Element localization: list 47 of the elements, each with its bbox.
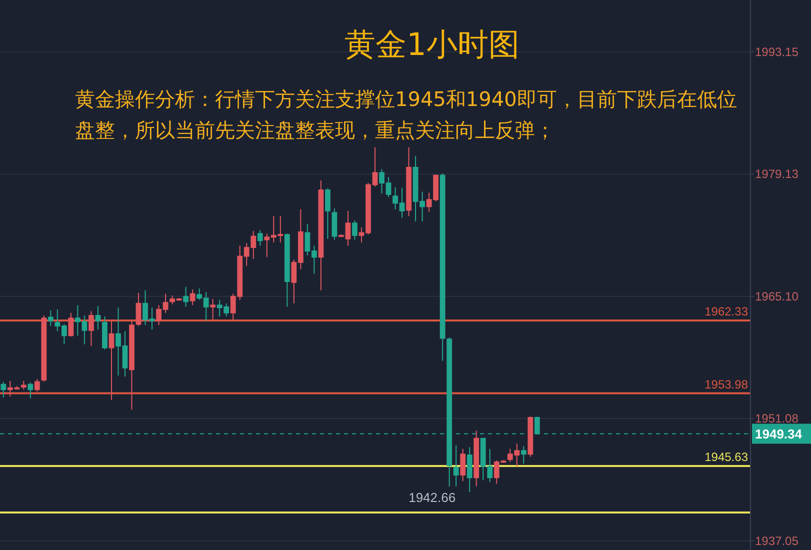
ref-line-label: 1953.98 bbox=[704, 377, 748, 392]
candlestick bbox=[406, 146, 412, 217]
ref-line: 1953.98 bbox=[0, 377, 750, 394]
y-tick-label: 1979.13 bbox=[755, 167, 799, 182]
candlestick bbox=[332, 208, 338, 240]
candlestick bbox=[534, 416, 540, 434]
candlestick bbox=[0, 381, 6, 398]
candlestick bbox=[466, 446, 472, 492]
ref-line-label: 1962.33 bbox=[704, 304, 748, 318]
ref-line: 1945.63 bbox=[0, 450, 750, 468]
candlestick bbox=[183, 286, 189, 308]
candlestick bbox=[88, 310, 94, 347]
ref-line-label: 1945.63 bbox=[704, 450, 748, 464]
candlestick bbox=[446, 336, 452, 487]
candlestick bbox=[136, 292, 142, 326]
candlestick bbox=[474, 430, 480, 487]
y-tick-label: 1951.08 bbox=[755, 412, 799, 426]
text: 黄金操作分析：行情下方关注支撑位1945和1940即可，目前下跌后在低位盘整，所以当前先关注盘整表现，重点关注向上反弹； bbox=[75, 86, 737, 144]
candlestick bbox=[325, 188, 330, 240]
candlestick bbox=[210, 298, 216, 320]
candlestick bbox=[108, 320, 114, 401]
candlestick bbox=[95, 305, 101, 330]
candlestick bbox=[68, 312, 74, 337]
candlestick bbox=[20, 380, 26, 390]
candlestick bbox=[190, 288, 196, 306]
candlestick bbox=[460, 448, 466, 482]
candlestick bbox=[352, 220, 358, 240]
annotation: 1942.66 bbox=[408, 490, 456, 505]
ref-line: 1962.33 bbox=[0, 304, 750, 322]
candlestick bbox=[520, 446, 526, 464]
candlestick bbox=[318, 180, 324, 291]
candlestick bbox=[34, 378, 40, 392]
candlestick bbox=[453, 444, 459, 487]
candlestick bbox=[129, 319, 134, 410]
candlestick bbox=[257, 230, 263, 246]
y-tick-label: 1937.05 bbox=[755, 534, 799, 548]
candlestick bbox=[28, 382, 34, 399]
candlestick bbox=[440, 172, 446, 362]
y-tick-label: 1965.10 bbox=[755, 289, 799, 304]
candlestick bbox=[528, 416, 534, 458]
candlestick bbox=[284, 233, 290, 308]
candlestick bbox=[102, 316, 108, 350]
candlestick bbox=[48, 310, 54, 326]
candlestick bbox=[41, 315, 47, 382]
ref-line-label: 1949.34 bbox=[755, 426, 803, 442]
y-tick-label: 1993.15 bbox=[755, 44, 799, 59]
text: 黄金1小时图 bbox=[344, 27, 520, 63]
